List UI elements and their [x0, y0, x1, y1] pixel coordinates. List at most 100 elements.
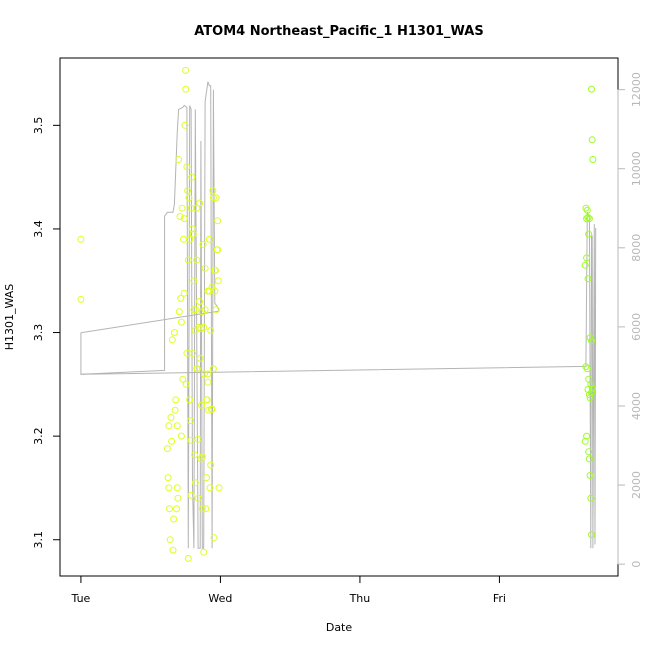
data-point-58 — [200, 370, 208, 378]
y2-tick-label-5: 10000 — [630, 151, 643, 186]
data-point-79 — [215, 484, 223, 492]
y-tick-label-1: 3.2 — [32, 427, 45, 445]
data-point-14 — [171, 406, 179, 414]
data-point-111 — [588, 136, 596, 144]
data-point-70 — [209, 187, 217, 195]
data-point-105 — [187, 204, 195, 212]
data-point-35 — [184, 256, 192, 264]
data-point-88 — [196, 199, 203, 207]
data-point-9 — [168, 437, 176, 445]
y2-tick-label-1: 2000 — [630, 471, 643, 499]
data-point-0 — [77, 235, 85, 243]
y2-tick-label-6: 12000 — [630, 72, 643, 107]
data-point-106 — [193, 256, 201, 264]
data-point-10 — [168, 336, 176, 344]
data-point-1 — [77, 295, 85, 303]
data-point-139 — [588, 385, 596, 392]
data-point-60 — [202, 505, 210, 513]
data-point-27 — [180, 235, 187, 243]
data-point-31 — [182, 85, 190, 93]
data-point-30 — [182, 66, 190, 74]
data-point-33 — [183, 163, 191, 171]
data-point-28 — [180, 289, 188, 297]
data-point-92 — [201, 306, 209, 314]
y-axis-label: H1301_WAS — [3, 284, 16, 351]
data-point-23 — [177, 294, 185, 302]
data-point-72 — [210, 534, 218, 542]
data-point-53 — [197, 455, 205, 463]
data-point-16 — [173, 505, 180, 513]
y2-tick-label-3: 6000 — [630, 313, 643, 341]
data-point-130 — [587, 380, 595, 388]
plot-frame — [59, 57, 619, 577]
data-point-49 — [194, 435, 202, 443]
data-point-29 — [181, 121, 189, 129]
data-point-93 — [203, 396, 210, 404]
data-point-80 — [184, 554, 192, 562]
data-point-12 — [170, 515, 178, 523]
y2-tick-label-4: 8000 — [630, 234, 643, 262]
data-point-98 — [209, 365, 217, 373]
data-point-131 — [588, 389, 595, 397]
data-point-119 — [581, 261, 589, 269]
data-point-101 — [214, 246, 222, 254]
data-point-94 — [204, 287, 212, 295]
data-point-13 — [170, 329, 178, 336]
x-axis: Tue Wed Thu Fri — [71, 575, 506, 605]
data-point-15 — [172, 396, 180, 404]
data-point-44 — [191, 451, 199, 459]
y-tick-label-2: 3.3 — [32, 324, 45, 342]
data-point-78 — [214, 277, 222, 285]
data-point-99 — [211, 266, 219, 274]
data-point-43 — [190, 277, 198, 285]
x-tick-label-3: Fri — [493, 592, 506, 605]
data-point-132 — [581, 437, 589, 445]
data-point-108 — [204, 370, 212, 378]
y-axis: 3.1 3.2 3.3 3.4 3.5 — [32, 117, 61, 548]
data-point-17 — [173, 484, 181, 492]
data-point-129 — [586, 394, 594, 402]
altitude-line-0 — [80, 81, 220, 549]
altitude-lines — [80, 81, 597, 549]
data-point-123 — [588, 337, 595, 345]
data-point-118 — [585, 215, 593, 223]
data-point-73 — [211, 287, 219, 295]
data-point-77 — [214, 217, 222, 225]
data-point-90 — [198, 505, 206, 513]
data-point-89 — [197, 324, 205, 332]
data-point-97 — [208, 405, 216, 413]
data-point-51 — [196, 298, 203, 305]
x-tick-label-0: Tue — [71, 592, 91, 605]
data-point-7 — [166, 536, 174, 544]
data-point-32 — [182, 380, 190, 388]
data-point-91 — [200, 548, 208, 556]
data-point-66 — [206, 484, 214, 492]
data-point-138 — [588, 531, 595, 539]
data-point-24 — [177, 318, 185, 326]
data-point-133 — [583, 432, 591, 440]
chart-title: ATOM4 Northeast_Pacific_1 H1301_WAS — [194, 24, 483, 39]
scatter-points — [77, 66, 597, 562]
data-point-112 — [589, 156, 597, 163]
data-point-4 — [165, 484, 173, 492]
data-point-40 — [188, 173, 196, 181]
data-point-18 — [173, 422, 181, 430]
data-point-59 — [201, 264, 209, 272]
y-tick-label-4: 3.5 — [32, 117, 45, 135]
data-point-104 — [183, 349, 191, 357]
data-point-63 — [204, 378, 212, 386]
data-point-19 — [174, 494, 182, 502]
data-point-107 — [198, 453, 206, 461]
data-point-136 — [586, 472, 594, 479]
data-point-38 — [186, 417, 194, 425]
data-point-67 — [207, 461, 215, 469]
data-point-121 — [584, 275, 592, 283]
data-point-6 — [166, 505, 173, 513]
data-point-54 — [198, 401, 206, 409]
y-tick-label-3: 3.4 — [32, 220, 45, 238]
data-point-26 — [179, 375, 187, 383]
data-point-120 — [583, 254, 591, 262]
data-point-102 — [177, 432, 185, 440]
data-point-135 — [585, 455, 593, 463]
